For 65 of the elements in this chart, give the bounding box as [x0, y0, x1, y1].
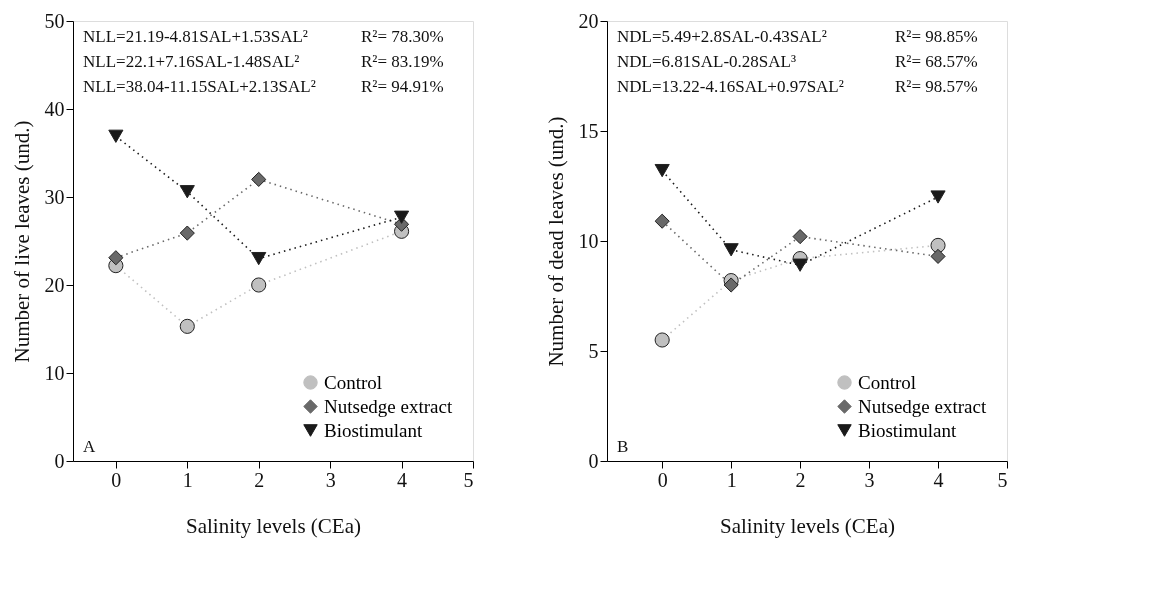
annotation: A — [83, 437, 96, 456]
point — [792, 229, 808, 245]
y-tick-label: 20 — [578, 9, 599, 32]
point — [251, 251, 267, 266]
x-tick-label: 2 — [795, 468, 806, 491]
annotation: R²= 68.57% — [895, 52, 978, 71]
point — [179, 225, 195, 241]
x-tick-label: 0 — [111, 468, 122, 491]
y-tick-label: 0 — [588, 449, 599, 472]
y-tick-label: 20 — [44, 273, 65, 296]
y-axis-title: Number of live leaves (und.) — [9, 120, 34, 363]
y-tick-label: 15 — [578, 119, 599, 142]
annotation: NLL=38.04-11.15SAL+2.13SAL² — [83, 77, 316, 96]
x-tick-label: 3 — [864, 468, 875, 491]
x-tick-label: 2 — [254, 468, 265, 491]
annotation: NLL=21.19-4.81SAL+1.53SAL² — [83, 27, 308, 46]
legend-label: Control — [324, 371, 383, 393]
point — [108, 129, 124, 143]
point — [930, 248, 946, 264]
point — [654, 163, 670, 178]
point — [792, 258, 808, 272]
legend-label: Biostimulant — [858, 419, 957, 441]
y-tick-label: 30 — [44, 185, 65, 208]
x-tick-label: 5 — [997, 468, 1008, 491]
x-tick-label: 4 — [397, 468, 408, 491]
annotation: R²= 98.57% — [895, 77, 978, 96]
legend-label: Biostimulant — [324, 419, 423, 441]
x-tick-label: 1 — [726, 468, 737, 491]
annotation: NLL=22.1+7.16SAL-1.48SAL² — [83, 52, 300, 71]
annotation: NDL=6.81SAL-0.28SAL³ — [617, 52, 797, 71]
annotation: NDL=5.49+2.8SAL-0.43SAL² — [617, 27, 827, 46]
x-tick-label: 3 — [325, 468, 336, 491]
x-tick-label: 0 — [657, 468, 668, 491]
y-tick-label: 5 — [588, 339, 599, 362]
annotation: R²= 83.19% — [361, 52, 444, 71]
annotation: B — [617, 437, 629, 456]
point — [108, 250, 124, 266]
point — [179, 318, 195, 334]
y-tick-label: 10 — [44, 361, 65, 384]
annotation: NDL=13.22-4.16SAL+0.97SAL² — [617, 77, 844, 96]
point — [179, 185, 195, 199]
point — [251, 171, 267, 187]
point — [394, 210, 410, 224]
legend-label: Nutsedge extract — [324, 395, 453, 417]
annotation: R²= 94.91% — [361, 77, 444, 96]
point — [723, 243, 739, 257]
point — [723, 277, 739, 293]
x-tick-label: 5 — [463, 468, 474, 491]
y-tick-label: 10 — [578, 229, 599, 252]
legend-label: Nutsedge extract — [858, 395, 987, 417]
point — [654, 332, 670, 348]
y-tick-label: 0 — [54, 449, 65, 472]
x-axis-title: Salinity levels (CEa) — [186, 513, 361, 538]
x-axis-title: Salinity levels (CEa) — [720, 513, 895, 538]
legend-label: Control — [858, 371, 917, 393]
annotation: R²= 98.85% — [895, 27, 978, 46]
point — [930, 190, 946, 204]
y-tick-label: 40 — [44, 97, 65, 120]
point — [654, 213, 670, 229]
y-tick-label: 50 — [44, 9, 65, 32]
x-tick-label: 1 — [182, 468, 193, 491]
x-tick-label: 4 — [933, 468, 944, 491]
y-axis-title: Number of dead leaves (und.) — [543, 116, 568, 367]
point — [251, 277, 267, 293]
annotation: R²= 78.30% — [361, 27, 444, 46]
